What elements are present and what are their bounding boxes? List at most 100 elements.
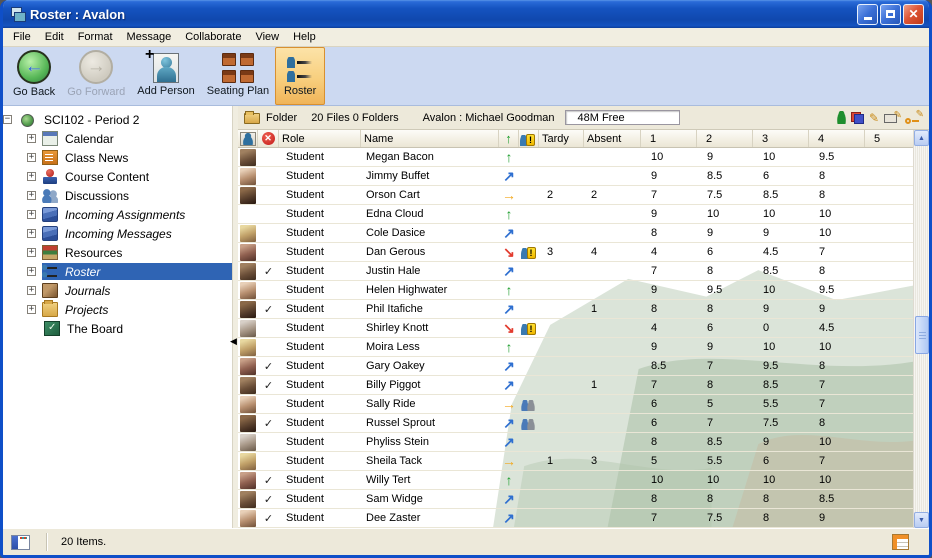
course-icon (21, 113, 34, 127)
panel-splitter[interactable]: ◀ (230, 106, 238, 528)
pencil-icon[interactable]: ✎ (868, 110, 879, 125)
table-row[interactable]: ✓ Student Russel Sprout ↗ 6 7 7.5 8 (238, 414, 913, 433)
grade-5-cell (865, 471, 913, 489)
sidebar-item-the-board[interactable]: The Board (3, 319, 232, 338)
check-cell (258, 319, 279, 337)
close-button[interactable]: ✕ (903, 3, 924, 25)
table-row[interactable]: Student Shirley Knott ↘! 4 6 0 4.5 (238, 319, 913, 338)
menu-view[interactable]: View (255, 31, 280, 43)
header-assignment-1[interactable]: 1 (641, 130, 697, 147)
sidebar-item-calendar[interactable]: + Calendar (27, 131, 114, 146)
seating-plan-icon (221, 53, 254, 83)
go-forward-button[interactable]: → Go Forward (61, 47, 131, 105)
sidebar-item-class-news[interactable]: + Class News (27, 150, 129, 165)
expand-icon[interactable]: + (27, 190, 36, 200)
header-assignment-2[interactable]: 2 (697, 130, 753, 147)
table-row[interactable]: Student Megan Bacon ↑ 10 9 10 9.5 (238, 148, 913, 167)
header-flag[interactable]: ! (519, 130, 539, 147)
table-row[interactable]: ✓ Student Sam Widge ↗ 8 8 8 8.5 (238, 490, 913, 509)
avatar (240, 376, 256, 394)
header-assignment-5[interactable]: 5 (874, 132, 881, 145)
table-row[interactable]: ✓ Student Billy Piggot ↗ 1 7 8 8.5 7 (238, 376, 913, 395)
table-row[interactable]: Student Moira Less ↑ 9 9 10 10 (238, 338, 913, 357)
expand-icon[interactable]: + (27, 133, 36, 143)
expand-icon[interactable]: + (27, 209, 36, 219)
menu-file[interactable]: File (13, 31, 31, 43)
scrollbar-thumb[interactable] (915, 316, 929, 354)
check-cell (258, 338, 279, 356)
table-row[interactable]: Student Dan Gerous ↘! 3 4 4 6 4.5 7 (238, 243, 913, 262)
add-person-button[interactable]: Add Person (131, 46, 200, 105)
menu-format[interactable]: Format (77, 31, 113, 43)
header-trend[interactable]: ↑ (499, 130, 519, 147)
table-row[interactable]: ✓ Student Phil Itafiche ↗ 1 8 8 9 9 (238, 300, 913, 319)
table-row[interactable]: Student Phyliss Stein ↗ 8 8.5 9 10 (238, 433, 913, 452)
panel-toggle-icon[interactable] (11, 534, 30, 550)
table-row[interactable]: Student Sally Ride → 6 5 5.5 7 (238, 395, 913, 414)
header-role[interactable]: Role (279, 130, 361, 147)
table-row[interactable]: Student Sheila Tack → 1 3 5 5.5 6 7 (238, 452, 913, 471)
table-row[interactable]: ✓ Student Gary Oakey ↗ 8.5 7 9.5 8 (238, 357, 913, 376)
expand-icon[interactable]: + (27, 266, 36, 276)
expand-icon[interactable]: + (27, 228, 36, 238)
sidebar-item-incoming-assignments[interactable]: + Incoming Assignments (27, 207, 186, 222)
header-assignment-4[interactable]: 4 (809, 130, 865, 147)
roster-button[interactable]: Roster (275, 47, 326, 105)
table-row[interactable]: Student Helen Highwater ↑ 9 9.5 10 9.5 (238, 281, 913, 300)
grade-5-cell (865, 281, 913, 299)
header-absent[interactable]: Absent (584, 130, 641, 147)
menu-message[interactable]: Message (126, 31, 172, 43)
mail-edit-icon[interactable]: ✎ (884, 110, 902, 124)
table-row[interactable]: ✓ Student Justin Hale ↗ 7 8 8.5 8 (238, 262, 913, 281)
avatar-cell (238, 243, 258, 261)
header-avatar[interactable] (238, 130, 258, 147)
sidebar-item-journals[interactable]: + Journals (27, 283, 111, 298)
titlebar[interactable]: Roster : Avalon ✕ (3, 0, 929, 28)
header-tardy[interactable]: Tardy (539, 130, 584, 147)
sidebar-item-projects[interactable]: + Projects (27, 300, 109, 317)
table-row[interactable]: Student Edna Cloud ↑ 9 10 10 10 (238, 205, 913, 224)
table-row[interactable]: ✓ Student Willy Tert ↑ 10 10 10 10 (238, 471, 913, 490)
maximize-button[interactable] (880, 3, 901, 25)
expand-icon[interactable]: + (27, 247, 36, 257)
sidebar-item-roster[interactable]: + Roster (3, 262, 232, 281)
table-row[interactable]: ✓ Student Dee Zaster ↗ 7 7.5 8 9 (238, 509, 913, 528)
collaboration-pair-icon (521, 417, 537, 430)
sidebar-item-incoming-messages[interactable]: + Incoming Messages (27, 226, 172, 241)
header-status[interactable]: ✕ (258, 130, 279, 147)
grade-2-cell: 8 (707, 379, 714, 391)
collapse-panel-icon[interactable]: ◀ (230, 336, 237, 346)
name-cell: Justin Hale (366, 265, 421, 277)
go-back-button[interactable]: ← Go Back (7, 47, 61, 105)
minimize-button[interactable] (857, 3, 878, 25)
layers-icon[interactable] (850, 111, 864, 124)
sidebar-item-discussions[interactable]: + Discussions (27, 188, 130, 203)
expand-icon[interactable]: + (27, 304, 36, 314)
header-assignment-3[interactable]: 3 (753, 130, 809, 147)
scrollbar-track[interactable] (914, 146, 929, 512)
menu-collaborate[interactable]: Collaborate (185, 31, 242, 43)
tree-root-sci102[interactable]: − SCI102 - Period 2 (3, 112, 140, 127)
expand-icon[interactable]: + (27, 285, 36, 295)
grid-view-icon[interactable] (892, 534, 909, 550)
sidebar-item-course-content[interactable]: + Course Content (27, 169, 150, 184)
scroll-up-button[interactable]: ▲ (914, 130, 929, 146)
sidebar-item-resources[interactable]: + Resources (27, 245, 123, 260)
table-row[interactable]: Student Cole Dasice ↗ 8 9 9 10 (238, 224, 913, 243)
table-row[interactable]: Student Orson Cart → 2 2 7 7.5 8.5 8 (238, 186, 913, 205)
role-cell: Student (286, 455, 324, 467)
table-row[interactable]: Student Jimmy Buffet ↗ 9 8.5 6 8 (238, 167, 913, 186)
seating-plan-button[interactable]: Seating Plan (201, 47, 275, 105)
menu-edit[interactable]: Edit (44, 31, 64, 43)
collapse-icon[interactable]: − (3, 114, 12, 124)
header-name[interactable]: Name (361, 130, 499, 147)
grade-3-cell: 9 (763, 436, 770, 448)
expand-icon[interactable]: + (27, 152, 36, 162)
key-edit-icon[interactable]: ✎ (905, 109, 924, 124)
vertical-scrollbar[interactable]: ▲ ▼ (913, 130, 929, 528)
expand-icon[interactable]: + (27, 171, 36, 181)
menu-help[interactable]: Help (293, 31, 316, 43)
person-status-icon[interactable] (836, 111, 846, 124)
grade-1-cell: 8 (651, 227, 658, 239)
scroll-down-button[interactable]: ▼ (914, 512, 929, 528)
